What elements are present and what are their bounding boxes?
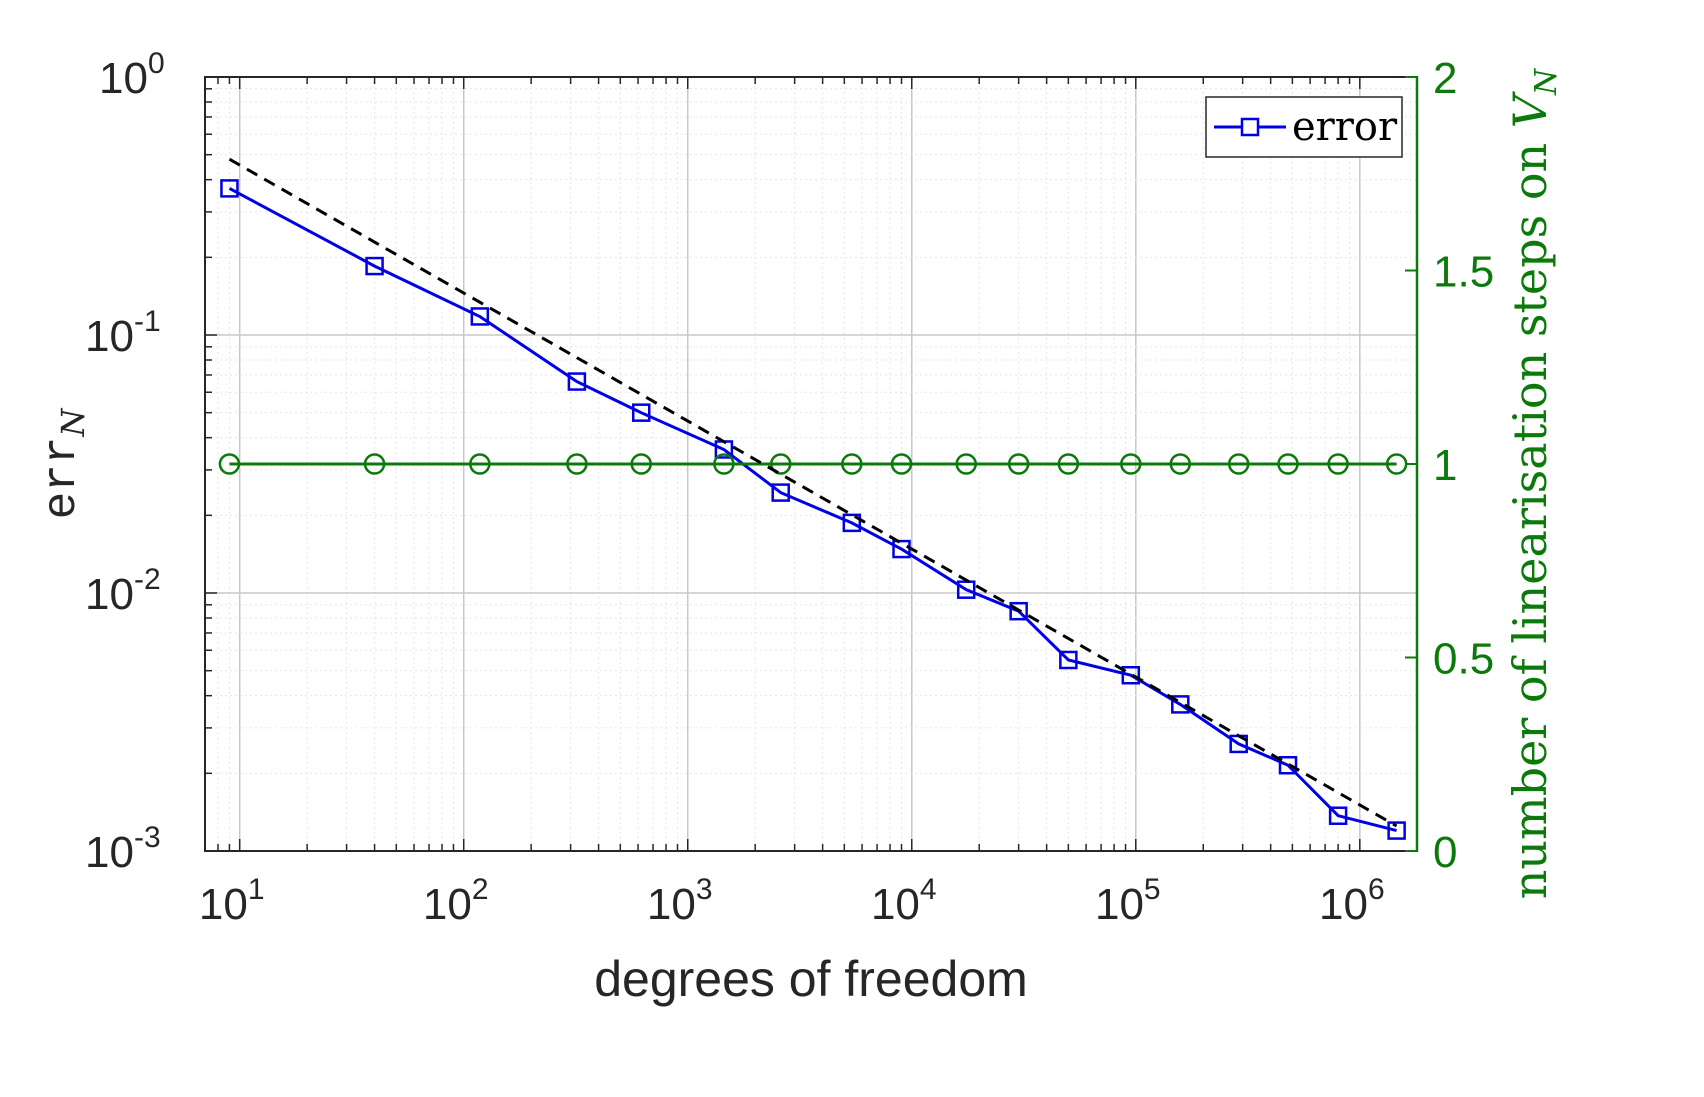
data-point-circle <box>1169 453 1192 475</box>
x-tick-label: 105 <box>1095 873 1161 929</box>
y-axis-left-label-sub: N <box>54 408 92 438</box>
y-right-tick-label: 0.5 <box>1433 635 1494 684</box>
data-point-circle <box>566 453 588 475</box>
data-point-square <box>1059 650 1078 670</box>
data-point-square <box>1171 695 1190 714</box>
legend: error <box>1205 96 1403 158</box>
data-point-circle <box>1007 453 1030 475</box>
data-point-square <box>631 403 651 422</box>
data-point-circle <box>1277 453 1299 475</box>
y-left-tick-label: 10-3 <box>85 821 161 877</box>
data-point-square <box>220 179 239 198</box>
y-left-tick-label-exponent: -1 <box>134 305 161 338</box>
x-tick-label: 103 <box>647 873 713 929</box>
x-tick-label-base: 10 <box>423 880 472 929</box>
data-point-circle <box>218 453 241 475</box>
y-axis-right-label-sub: N <box>1529 67 1564 96</box>
data-point-circle <box>1327 453 1349 475</box>
x-tick-label-base: 10 <box>1095 880 1144 929</box>
x-tick-label: 104 <box>871 873 937 929</box>
y-left-tick-label-exponent: -3 <box>134 821 161 854</box>
data-point-circle <box>1057 453 1080 475</box>
x-tick-label-base: 10 <box>871 880 920 929</box>
y-axis-left-label: errN <box>36 408 92 520</box>
y-right-tick-label: 2 <box>1433 54 1457 103</box>
x-tick-label-base: 10 <box>647 880 696 929</box>
x-tick-label-exponent: 4 <box>920 873 937 906</box>
data-point-square <box>567 372 587 391</box>
x-tick-label-exponent: 2 <box>472 873 489 906</box>
y-left-tick-label: 100 <box>99 47 165 103</box>
y-axis-right-label: number of linearisation steps on VN <box>1503 67 1564 899</box>
x-tick-label-exponent: 3 <box>696 873 713 906</box>
x-tick-label: 106 <box>1319 873 1385 929</box>
data-point-circle <box>769 453 792 475</box>
y-right-tick-label: 0 <box>1433 828 1457 877</box>
series-layer <box>218 157 1408 840</box>
x-tick-label-base: 10 <box>199 880 248 929</box>
data-point-square <box>1278 755 1298 775</box>
y-left-tick-label-exponent: 0 <box>148 47 165 80</box>
x-tick-label: 101 <box>199 873 265 929</box>
y-left-tick-label: 10-1 <box>85 305 161 361</box>
data-point-circle <box>1227 453 1250 475</box>
x-axis-label: degrees of freedom <box>594 951 1028 1007</box>
y-left-tick-label-exponent: -2 <box>134 563 161 596</box>
series-line-0 <box>228 187 1397 833</box>
y-left-tick-label-base: 10 <box>85 828 134 877</box>
y-axis-right-label-var: V <box>1503 90 1557 128</box>
x-tick-label-exponent: 5 <box>1144 873 1161 906</box>
data-point-circle <box>955 453 977 475</box>
data-point-square <box>1121 665 1141 685</box>
x-tick-label: 102 <box>423 873 489 929</box>
y-axis-right: 0 0.5 1 1.5 2 <box>1405 54 1494 877</box>
x-tick-label-exponent: 1 <box>248 873 265 906</box>
y-left-tick-label: 10-2 <box>85 563 161 619</box>
y-right-tick-label: 1.5 <box>1433 248 1494 297</box>
data-point-circle <box>841 453 863 475</box>
data-point-circle <box>890 453 913 475</box>
data-point-circle <box>1120 453 1142 475</box>
x-tick-label-base: 10 <box>1319 880 1368 929</box>
x-tick-label-exponent: 6 <box>1368 873 1385 906</box>
data-point-circle <box>713 453 735 475</box>
data-point-square <box>1387 821 1406 840</box>
data-point-square <box>1009 601 1028 621</box>
data-point-circle <box>469 453 491 475</box>
y-axis-left-label-main: err <box>36 437 88 520</box>
y-left-tick-label-base: 10 <box>85 312 134 361</box>
data-point-circle <box>1385 453 1408 475</box>
x-axis: 101 102 103 104 105 106 <box>199 77 1385 929</box>
legend-marker-square <box>1240 117 1260 137</box>
y-left-tick-label-base: 10 <box>99 54 148 103</box>
data-point-square <box>771 483 790 502</box>
y-axis-right-label-main: number of linearisation steps on <box>1503 128 1557 899</box>
data-point-circle <box>630 453 652 475</box>
legend-label-error: error <box>1292 104 1398 150</box>
y-left-tick-label-base: 10 <box>85 570 134 619</box>
data-point-circle <box>363 453 386 475</box>
data-point-square <box>470 307 490 326</box>
data-point-square <box>1328 806 1348 825</box>
series-line-2 <box>228 157 1398 828</box>
y-right-tick-label: 1 <box>1433 441 1457 490</box>
data-point-square <box>365 256 384 276</box>
data-point-square <box>842 513 862 533</box>
